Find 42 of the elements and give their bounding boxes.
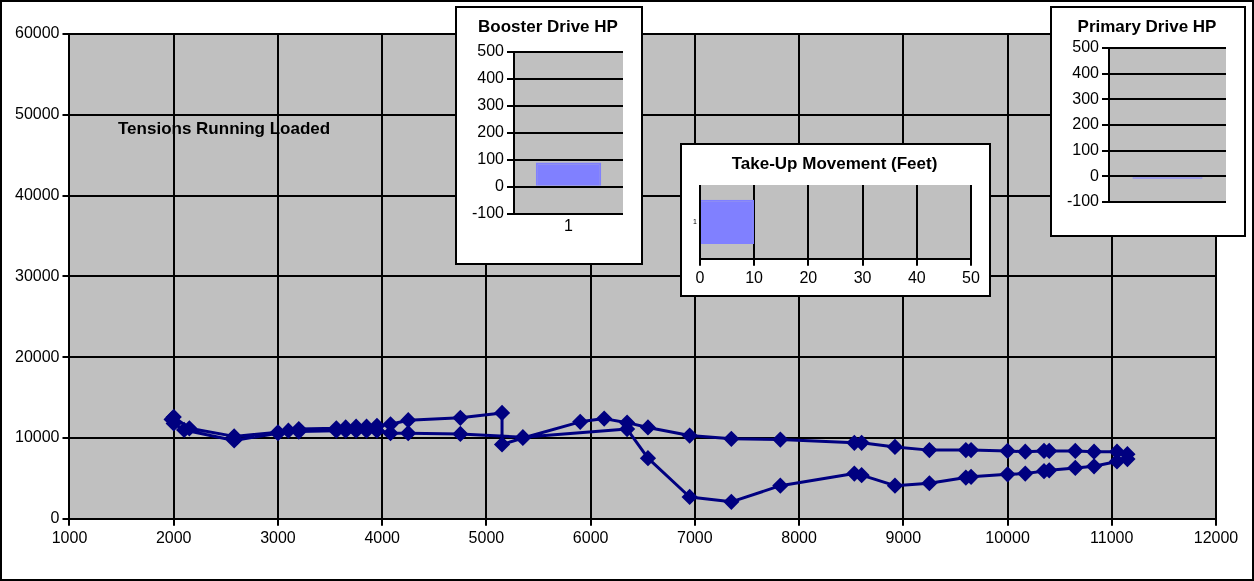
y-tick-label: 200 xyxy=(477,123,505,141)
y-tick-label: 500 xyxy=(1072,38,1100,56)
x-tick-label: 30 xyxy=(853,268,872,286)
y-tick-label: 100 xyxy=(1072,140,1100,158)
chart-title: Take-Up Movement (Feet) xyxy=(730,153,939,175)
x-tick-label: 10000 xyxy=(985,528,1030,546)
x-tick-label: 12000 xyxy=(1193,528,1239,546)
y-tick-label: 300 xyxy=(1072,89,1100,107)
x-tick-label: 20 xyxy=(799,268,818,286)
x-tick-label: 9000 xyxy=(885,528,922,546)
x-tick-label: 1000 xyxy=(51,528,88,546)
y-tick-label: 20000 xyxy=(14,347,60,365)
y-tick-label: 60000 xyxy=(14,24,60,42)
y-tick-label: 40000 xyxy=(14,186,60,204)
y-tick-label: 400 xyxy=(477,69,505,87)
chart-title: Booster Drive HP xyxy=(477,16,619,38)
x-tick-label: 50 xyxy=(962,268,980,286)
x-tick-label: 0 xyxy=(695,268,705,286)
x-tick-label: 4000 xyxy=(364,528,401,546)
x-tick-label: 8000 xyxy=(781,528,817,546)
y-tick-label: 300 xyxy=(477,96,505,114)
x-tick-label: 11000 xyxy=(1090,528,1134,546)
x-tick-label: 10 xyxy=(745,268,764,286)
y-tick-label: 10000 xyxy=(14,428,60,446)
y-tick-label: 400 xyxy=(1072,64,1100,82)
y-tick-label: 30000 xyxy=(14,266,60,284)
y-tick-label: 200 xyxy=(1072,115,1100,133)
y-tick-label: -100 xyxy=(471,204,505,222)
x-tick-label: 3000 xyxy=(260,528,296,546)
chart-title: Primary Drive HP xyxy=(1076,16,1218,38)
y-tick-label: 0 xyxy=(1090,166,1100,184)
x-tick-label: 40 xyxy=(907,268,926,286)
y-tick-label: 0 xyxy=(495,177,505,195)
x-tick-label: 6000 xyxy=(572,528,609,546)
y-tick-label: -100 xyxy=(1066,192,1100,210)
x-tick-label: 2000 xyxy=(155,528,192,546)
x-tick-label: 5000 xyxy=(468,528,505,546)
y-tick-label: 0 xyxy=(50,509,60,527)
x-tick-label: 7000 xyxy=(677,528,713,546)
y-tick-label: 100 xyxy=(477,150,505,168)
y-tick-label: 50000 xyxy=(14,105,60,123)
y-tick-label: 500 xyxy=(477,42,505,60)
